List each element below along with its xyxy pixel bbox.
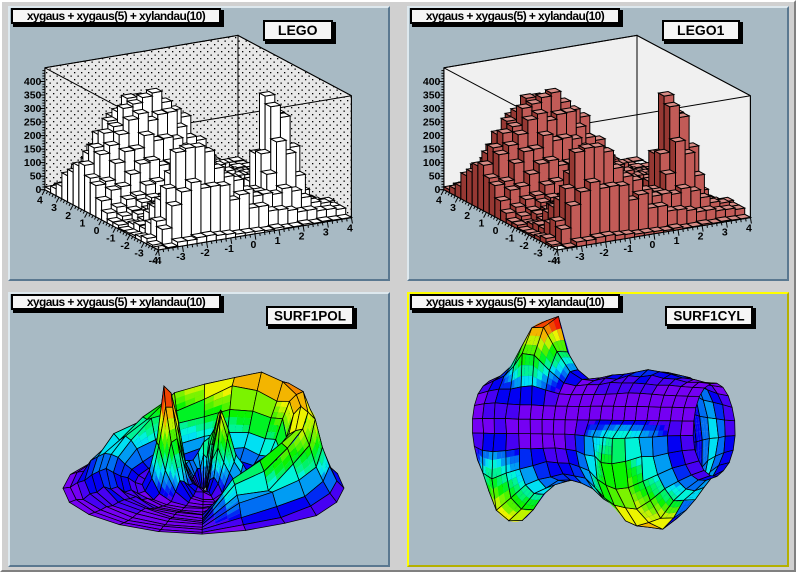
svg-text:-4: -4 [149,255,158,267]
svg-text:350: 350 [422,89,440,101]
svg-text:200: 200 [24,130,42,142]
svg-text:200: 200 [422,130,440,142]
svg-text:1: 1 [478,217,484,229]
svg-text:3: 3 [721,226,727,238]
svg-text:150: 150 [422,143,440,155]
svg-text:-2: -2 [519,239,528,251]
svg-text:3: 3 [323,226,329,238]
svg-text:2: 2 [697,230,703,242]
svg-text:-3: -3 [575,250,584,262]
svg-text:400: 400 [422,76,440,88]
svg-text:-1: -1 [106,232,115,244]
svg-text:3: 3 [51,202,57,214]
svg-text:1: 1 [673,234,679,246]
svg-text:-2: -2 [599,246,608,258]
svg-text:-3: -3 [134,247,143,259]
svg-text:-1: -1 [505,232,514,244]
svg-text:1: 1 [79,217,85,229]
svg-text:150: 150 [24,143,42,155]
svg-text:1: 1 [275,234,281,246]
svg-text:350: 350 [24,89,42,101]
svg-text:0: 0 [94,224,100,236]
svg-text:-4: -4 [551,255,560,267]
svg-text:250: 250 [24,116,42,128]
svg-text:2: 2 [65,209,71,221]
svg-text:-2: -2 [200,246,209,258]
svg-text:400: 400 [24,76,42,88]
svg-text:300: 300 [422,103,440,115]
svg-text:0: 0 [250,238,256,250]
svg-text:4: 4 [347,222,353,234]
svg-text:100: 100 [422,157,440,169]
svg-text:0: 0 [434,184,440,196]
svg-text:-4: -4 [152,255,161,267]
svg-text:4: 4 [37,194,43,206]
svg-text:3: 3 [450,202,456,214]
svg-text:50: 50 [30,170,42,182]
svg-text:2: 2 [299,230,305,242]
svg-text:-3: -3 [533,247,542,259]
svg-text:-1: -1 [225,242,234,254]
svg-text:50: 50 [428,170,440,182]
svg-text:300: 300 [24,103,42,115]
svg-text:4: 4 [435,194,441,206]
svg-text:2: 2 [464,209,470,221]
svg-text:0: 0 [492,224,498,236]
svg-text:-1: -1 [623,242,632,254]
svg-text:100: 100 [24,157,42,169]
svg-text:-2: -2 [120,239,129,251]
svg-text:0: 0 [649,238,655,250]
svg-text:-4: -4 [547,255,556,267]
svg-text:-3: -3 [176,250,185,262]
svg-text:0: 0 [36,184,42,196]
svg-text:4: 4 [745,222,751,234]
svg-text:250: 250 [422,116,440,128]
